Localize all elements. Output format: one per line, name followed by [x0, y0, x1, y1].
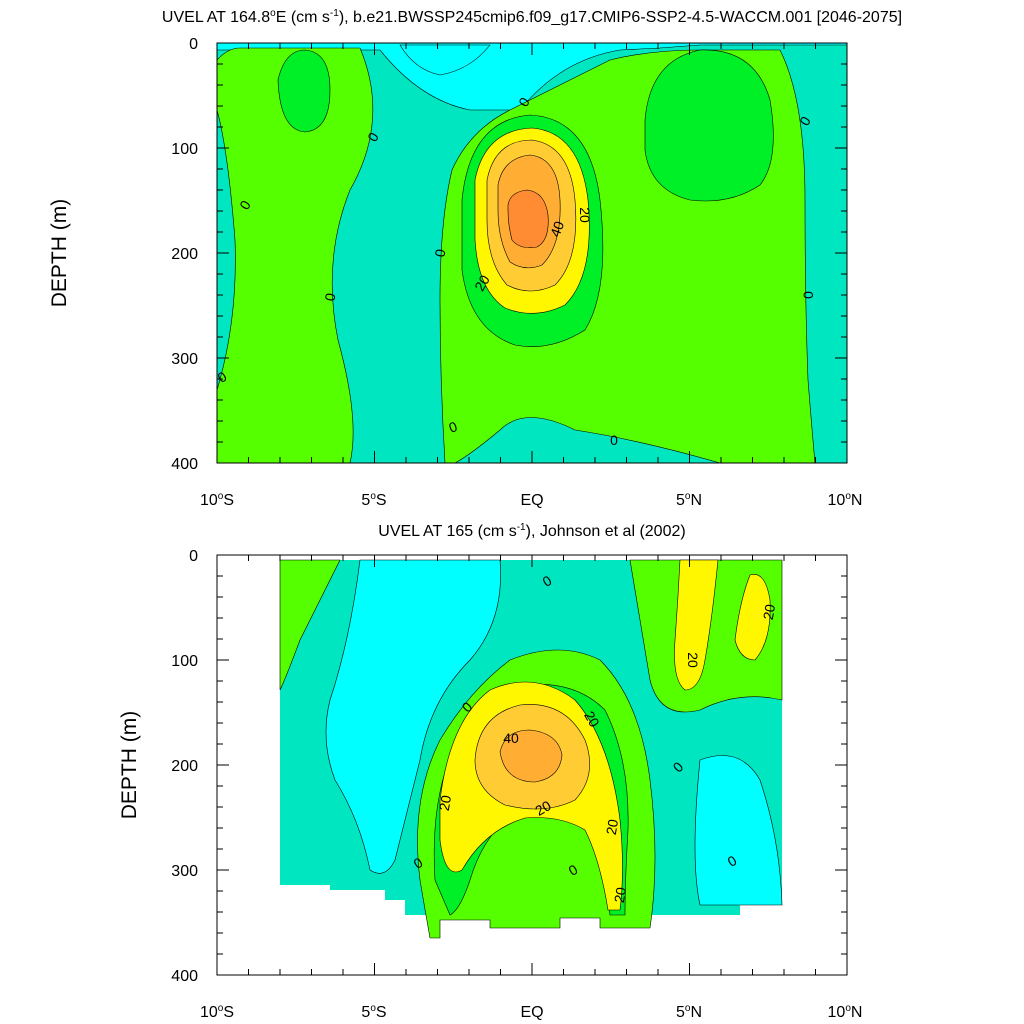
panel-model-ticks — [216, 42, 848, 464]
x-tick-label: 5oS — [361, 1003, 386, 1021]
region-obs-neg10 — [325, 559, 501, 874]
x-tick-label: 5oN — [676, 1003, 702, 1021]
contour-label: 20 — [436, 794, 454, 812]
region-obs-north-p20 — [674, 559, 719, 691]
panel-obs-title: UVEL AT 165 (cm s-1), Johnson et al (200… — [378, 522, 685, 540]
region-obs-east-neg — [694, 755, 783, 906]
y-tick-label: 200 — [171, 758, 198, 775]
x-tick-label: 10oN — [828, 1003, 863, 1021]
panel-obs-ticks — [216, 554, 848, 976]
contour-label: 20 — [611, 886, 629, 904]
region-obs-west-p0 — [279, 559, 341, 691]
panel-model-ylabel: DEPTH (m) — [48, 199, 71, 308]
contour-label: 20 — [685, 652, 701, 668]
panel-obs: UVEL AT 165 (cm s-1), Johnson et al (200… — [118, 522, 862, 1021]
y-tick-label: 100 — [171, 141, 198, 158]
contour-label: 20 — [603, 818, 621, 836]
region-core-50 — [507, 189, 549, 248]
contour-label: 20 — [760, 603, 778, 621]
contour-label: 20 — [577, 207, 593, 223]
y-tick-label: 300 — [171, 863, 198, 880]
panel-model-title: UVEL AT 164.8oE (cm s-1), b.e21.BWSSP245… — [162, 8, 902, 26]
contour-label: 0 — [321, 292, 338, 303]
contour-label: 20 — [471, 272, 493, 294]
x-tick-label: EQ — [520, 492, 543, 509]
panel-model-xticklabels: 10oS 5oS EQ 5oN 10oN — [200, 491, 862, 509]
x-tick-label: 5oS — [361, 491, 386, 509]
contour-label: 40 — [547, 219, 567, 239]
contour-label: 0 — [610, 432, 618, 448]
panel-obs-ylabel: DEPTH (m) — [118, 711, 141, 820]
y-tick-label: 400 — [171, 456, 198, 473]
region-obs-ne-p20 — [734, 573, 771, 661]
x-tick-label: EQ — [520, 1004, 543, 1021]
y-tick-label: 0 — [189, 36, 198, 53]
panel-model: UVEL AT 164.8oE (cm s-1), b.e21.BWSSP245… — [48, 8, 902, 509]
contour-label: 40 — [503, 730, 519, 746]
y-tick-label: 100 — [171, 653, 198, 670]
region-west-positive — [217, 47, 374, 463]
x-tick-label: 10oS — [200, 1003, 234, 1021]
panel-model-yticklabels: 0 100 200 300 400 — [171, 36, 198, 473]
region-surface-east — [399, 44, 491, 76]
region-east-pocket — [644, 49, 774, 202]
y-tick-label: 400 — [171, 968, 198, 985]
panel-obs-yticklabels: 0 100 200 300 400 — [171, 548, 198, 985]
y-tick-label: 200 — [171, 246, 198, 263]
region-west-pocket — [277, 49, 331, 133]
x-tick-label: 10oN — [828, 491, 863, 509]
x-tick-label: 5oN — [676, 491, 702, 509]
panel-obs-contour-labels: 0 0 0 0 0 0 40 20 20 20 20 20 20 20 — [411, 572, 779, 904]
contour-label: 0 — [800, 291, 816, 299]
region-obs-p40 — [499, 729, 563, 783]
contour-label: 20 — [581, 708, 603, 730]
y-tick-label: 0 — [189, 548, 198, 565]
x-tick-label: 10oS — [200, 491, 234, 509]
y-tick-label: 300 — [171, 351, 198, 368]
panel-obs-xticklabels: 10oS 5oS EQ 5oN 10oN — [200, 1003, 862, 1021]
panel-obs-contours — [279, 559, 783, 939]
panel-model-contours — [217, 43, 847, 463]
contour-label: 20 — [532, 797, 554, 819]
contour-label: 0 — [431, 248, 448, 259]
